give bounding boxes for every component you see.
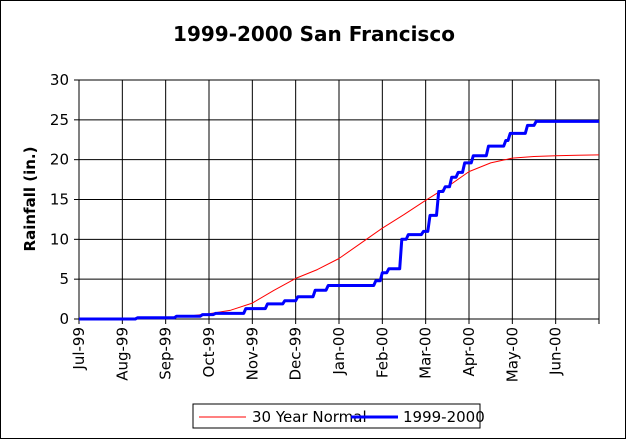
x-tick-label: Dec-99 bbox=[287, 327, 305, 381]
chart-title: 1999-2000 San Francisco bbox=[173, 22, 455, 46]
y-tick-label: 15 bbox=[50, 191, 69, 209]
x-tick-label: Jan-00 bbox=[330, 327, 348, 376]
x-tick-label: Aug-99 bbox=[113, 327, 131, 381]
legend-label-1999-2000: 1999-2000 bbox=[403, 408, 485, 426]
x-tick-label: Jun-00 bbox=[547, 327, 565, 376]
x-tick-label: Sep-99 bbox=[157, 327, 175, 380]
x-tick-label: May-00 bbox=[503, 327, 521, 382]
x-tick-label: Jul-99 bbox=[70, 327, 88, 371]
legend: 30 Year Normal 1999-2000 bbox=[192, 403, 485, 429]
x-axis-ticks: Jul-99 Aug-99 Sep-99 Oct-99 Nov-99 Dec-99 Jan-… bbox=[70, 319, 600, 382]
x-tick-label: Feb-00 bbox=[373, 327, 391, 378]
grid-lines bbox=[79, 80, 599, 319]
y-tick-label: 0 bbox=[59, 310, 69, 328]
x-tick-label: Mar-00 bbox=[417, 327, 435, 379]
y-tick-label: 10 bbox=[50, 230, 69, 248]
x-tick-label: Oct-99 bbox=[200, 327, 218, 377]
y-tick-label: 25 bbox=[50, 111, 69, 129]
y-axis-ticks: 0 5 10 15 20 25 30 bbox=[50, 71, 79, 328]
x-tick-label: Nov-99 bbox=[243, 327, 261, 380]
legend-box bbox=[192, 403, 481, 429]
y-axis-label: Rainfall (in.) bbox=[21, 147, 39, 252]
y-tick-label: 20 bbox=[50, 151, 69, 169]
series-layer bbox=[78, 119, 600, 321]
y-tick-label: 30 bbox=[50, 71, 69, 89]
series-line-1999-2000 bbox=[79, 119, 599, 321]
y-tick-label: 5 bbox=[59, 270, 69, 288]
x-tick-label: Apr-00 bbox=[460, 327, 478, 377]
legend-label-normal: 30 Year Normal bbox=[252, 408, 367, 426]
